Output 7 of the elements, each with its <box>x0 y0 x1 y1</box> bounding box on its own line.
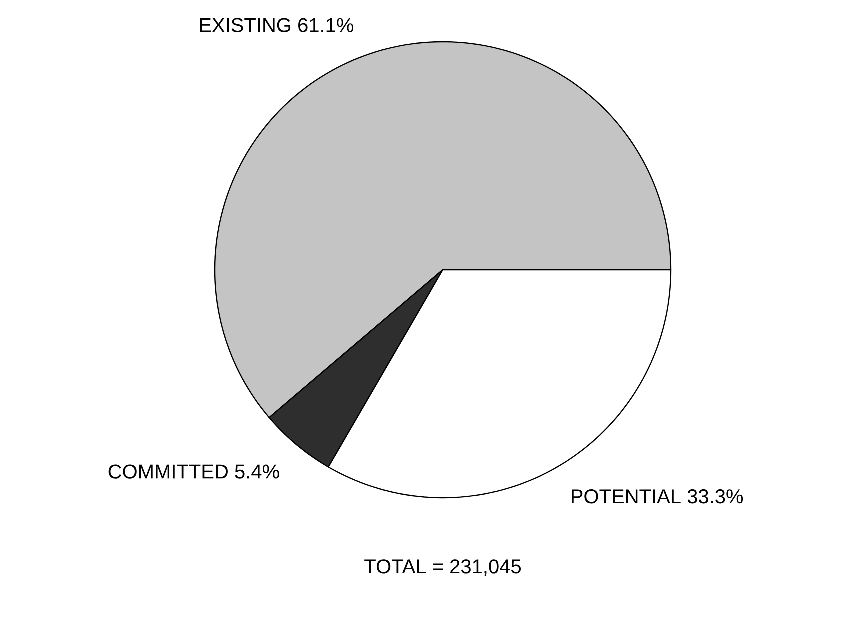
text: TOTAL = 231,045 <box>364 560 521 576</box>
data-label: 61.1% <box>298 18 354 32</box>
data-label: 5.4% <box>235 464 280 479</box>
slice-label: COMMITTED <box>108 464 228 479</box>
slice-label: POTENTIAL <box>572 490 681 504</box>
data-label: 33.3% <box>688 490 744 504</box>
slice-label: EXISTING <box>200 18 290 32</box>
